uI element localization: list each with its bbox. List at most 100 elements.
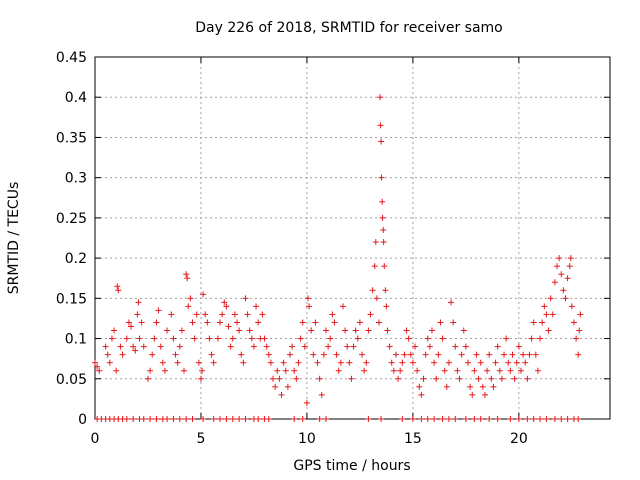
data-point — [566, 263, 573, 270]
data-point — [475, 375, 482, 382]
data-point — [515, 343, 522, 350]
data-point — [225, 323, 232, 330]
data-point — [378, 138, 385, 145]
data-point — [424, 416, 431, 422]
data-point — [528, 335, 535, 342]
data-point — [191, 335, 198, 342]
data-point — [278, 391, 285, 398]
data-point — [530, 416, 537, 422]
data-point — [344, 343, 351, 350]
data-point — [503, 335, 510, 342]
data-point — [409, 359, 416, 366]
plot-frame — [94, 56, 611, 420]
data-point — [123, 335, 130, 342]
data-point — [282, 367, 289, 374]
data-point — [310, 351, 317, 358]
data-point — [272, 383, 279, 390]
data-point — [185, 303, 192, 310]
data-point — [176, 343, 183, 350]
data-point — [295, 359, 302, 366]
data-point — [323, 416, 330, 422]
data-point — [575, 416, 582, 422]
y-tick-label: 0.35 — [56, 130, 87, 146]
data-point — [299, 319, 306, 326]
data-point — [513, 359, 520, 366]
data-point — [259, 311, 266, 318]
data-point — [382, 287, 389, 294]
data-point — [397, 367, 404, 374]
data-point — [537, 416, 544, 422]
data-point — [284, 383, 291, 390]
y-axis-label: SRMTID / TECUs — [6, 182, 22, 295]
data-point — [543, 311, 550, 318]
data-point — [140, 343, 147, 350]
data-point — [244, 311, 251, 318]
data-point — [195, 359, 202, 366]
data-point — [405, 335, 412, 342]
data-point — [117, 343, 124, 350]
data-point — [320, 351, 327, 358]
data-point — [261, 335, 268, 342]
data-point — [477, 359, 484, 366]
data-point — [240, 359, 247, 366]
data-point — [562, 295, 569, 302]
grid-lines — [95, 57, 610, 419]
data-point — [147, 416, 154, 422]
data-point — [549, 311, 556, 318]
data-point — [515, 416, 522, 422]
data-point — [462, 343, 469, 350]
data-point — [151, 335, 158, 342]
data-point — [130, 343, 137, 350]
data-point — [377, 122, 384, 129]
data-point — [229, 335, 236, 342]
data-point — [280, 359, 287, 366]
data-point — [567, 255, 574, 262]
data-point — [431, 416, 438, 422]
data-point — [380, 239, 387, 246]
data-point — [445, 359, 452, 366]
x-tick-label: 15 — [404, 431, 422, 447]
data-point — [270, 375, 277, 382]
data-point — [199, 367, 206, 374]
data-point — [490, 383, 497, 390]
data-point — [379, 214, 386, 221]
data-point — [378, 416, 385, 422]
data-point — [111, 327, 118, 334]
data-point — [304, 295, 311, 302]
data-point — [168, 311, 175, 318]
data-point — [255, 319, 262, 326]
data-point — [308, 327, 315, 334]
data-point — [214, 335, 221, 342]
data-point — [378, 174, 385, 181]
data-point — [365, 327, 372, 334]
data-point — [265, 416, 272, 422]
data-point — [511, 375, 518, 382]
data-point — [219, 311, 226, 318]
x-tick-label: 0 — [91, 431, 100, 447]
data-point — [210, 359, 217, 366]
data-point — [314, 359, 321, 366]
data-point — [545, 327, 552, 334]
data-point — [496, 367, 503, 374]
data-point — [507, 367, 514, 374]
data-point — [183, 416, 190, 422]
data-point — [149, 351, 156, 358]
x-tick-label: 10 — [298, 431, 316, 447]
data-point — [367, 311, 374, 318]
data-point — [414, 367, 421, 374]
data-point — [486, 351, 493, 358]
data-point — [153, 416, 160, 422]
data-point — [420, 375, 427, 382]
data-point — [380, 226, 387, 233]
data-point — [524, 416, 531, 422]
data-point — [443, 383, 450, 390]
data-point — [524, 375, 531, 382]
data-point — [155, 307, 162, 314]
data-point — [202, 311, 209, 318]
chart-title: Day 226 of 2018, SRMTID for receiver sam… — [195, 20, 503, 36]
data-point — [384, 327, 391, 334]
data-point — [208, 351, 215, 358]
data-point — [416, 383, 423, 390]
data-point — [193, 311, 200, 318]
data-point — [242, 295, 249, 302]
